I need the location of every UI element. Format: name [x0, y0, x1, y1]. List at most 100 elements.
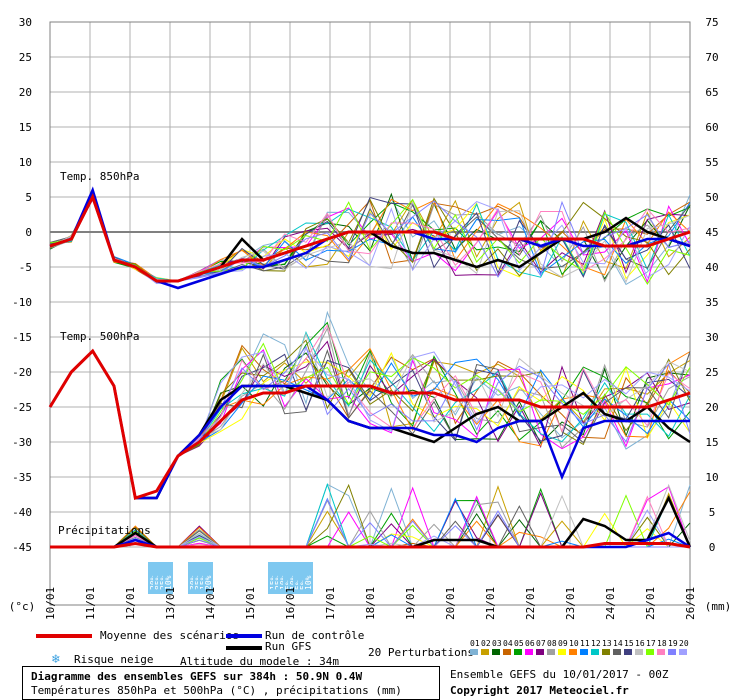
right-tick-label: 45 [705, 226, 718, 239]
right-tick-label: 35 [705, 296, 718, 309]
perturbation-number: 08 [547, 639, 557, 648]
control-legend-line [226, 634, 262, 638]
date-label: 16/01 [284, 587, 297, 620]
snow-risk-label: 10% [304, 575, 313, 590]
perturbation-swatch [635, 649, 643, 655]
right-tick-label: 65 [705, 86, 718, 99]
right-unit-label: (mm) [705, 600, 732, 613]
perturbation-swatch [536, 649, 544, 655]
date-label: 11/01 [84, 587, 97, 620]
left-tick-label: 10 [19, 156, 32, 169]
perturbation-swatch [668, 649, 676, 655]
perturbation-number: 04 [503, 639, 513, 648]
perturbation-number: 16 [635, 639, 645, 648]
info-box: Diagramme des ensembles GEFS sur 384h : … [22, 666, 440, 700]
right-tick-label: 60 [705, 121, 718, 134]
right-tick-label: 10 [705, 471, 718, 484]
left-tick-label: 25 [19, 51, 32, 64]
perturbation-number: 17 [646, 639, 656, 648]
perturbation-swatch [613, 649, 621, 655]
snow-risk-cell [303, 562, 313, 594]
perturbation-swatch [481, 649, 489, 655]
snow-risk-cell [203, 562, 213, 594]
date-label: 24/01 [604, 587, 617, 620]
panel-label-t500: Temp. 500hPa [60, 330, 139, 343]
perturbation-number: 05 [514, 639, 524, 648]
date-label: 18/01 [364, 587, 377, 620]
chart-title: Diagramme des ensembles GEFS sur 384h : … [31, 670, 363, 683]
date-label: 26/01 [684, 587, 697, 620]
perturbation-swatch [514, 649, 522, 655]
perturbation-number: 11 [580, 639, 590, 648]
snow-risk-label: Risque neige [74, 653, 154, 666]
perturbation-swatch [591, 649, 599, 655]
left-tick-label: 5 [25, 191, 32, 204]
date-label: 13/01 [164, 587, 177, 620]
mean-legend-label: Moyenne des scénarios [100, 629, 240, 642]
right-tick-label: 25 [705, 366, 718, 379]
left-tick-label: -5 [19, 261, 32, 274]
perturbation-swatch [602, 649, 610, 655]
chart-subtitle: Températures 850hPa et 500hPa (°C) , pré… [31, 684, 402, 697]
panel-label-t850: Temp. 850hPa [60, 170, 139, 183]
right-tick-label: 0 [709, 541, 716, 554]
perturbation-line [49, 196, 691, 284]
perturbation-number: 06 [525, 639, 535, 648]
left-unit-label: (°c) [9, 600, 36, 613]
date-label: 12/01 [124, 587, 137, 620]
left-tick-label: -15 [12, 331, 32, 344]
perturbation-swatch [525, 649, 533, 655]
left-tick-label: -20 [12, 366, 32, 379]
snowflake-icon: ❄ [52, 652, 60, 667]
perturbation-number: 20 [679, 639, 689, 648]
perturbation-number: 18 [657, 639, 667, 648]
perturbation-number: 09 [558, 639, 568, 648]
snow-risk-strip: 20%85%25%10%30%35%15%20%15%25%10%5%10%5%… [148, 562, 313, 594]
date-labels: 10/01 11/01 12/01 13/01 14/01 15/01 16/01 17/01… [9, 587, 732, 620]
perturbation-swatch [492, 649, 500, 655]
right-tick-label: 55 [705, 156, 718, 169]
right-tick-label: 70 [705, 51, 718, 64]
altitude-label: Altitude du modele : 34m [180, 655, 339, 668]
t500-series-line [48, 348, 691, 500]
mean-legend-line [36, 634, 92, 638]
perturbation-number: 13 [602, 639, 612, 648]
perturbation-swatch [646, 649, 654, 655]
perturbation-swatch [569, 649, 577, 655]
perturbation-swatch [470, 649, 478, 655]
right-tick-label: 30 [705, 331, 718, 344]
left-tick-label: -30 [12, 436, 32, 449]
perturbation-number: 02 [481, 639, 491, 648]
panel-label-precip: Précipitations [58, 524, 151, 537]
snow-risk-label: 10% [164, 575, 173, 590]
perturbations-label: 20 Perturbations [368, 646, 474, 659]
perturbation-swatch [657, 649, 665, 655]
perturbation-number: 12 [591, 639, 601, 648]
right-tick-label: 75 [705, 16, 718, 29]
date-label: 21/01 [484, 587, 497, 620]
perturbation-line [49, 195, 691, 285]
plot-frame [49, 21, 691, 606]
left-tick-label: -45 [12, 541, 32, 554]
perturbation-number: 19 [668, 639, 678, 648]
date-label: 22/01 [524, 587, 537, 620]
right-tick-label: 40 [705, 261, 718, 274]
perturbation-number: 10 [569, 639, 579, 648]
left-tick-label: -25 [12, 401, 32, 414]
perturbation-swatch [558, 649, 566, 655]
left-tick-label: -10 [12, 296, 32, 309]
gfs-legend-label: Run GFS [265, 640, 312, 653]
perturbation-number: 07 [536, 639, 546, 648]
left-tick-label: 0 [25, 226, 32, 239]
perturbation-line [49, 192, 691, 282]
gfs-legend-line [226, 646, 262, 650]
perturbation-swatch [624, 649, 632, 655]
panel-labels: Temp. 850hPa Temp. 500hPa Précipitations [58, 170, 151, 537]
perturbation-swatch [503, 649, 511, 655]
date-label: 20/01 [444, 587, 457, 620]
date-label: 14/01 [204, 587, 217, 620]
date-label: 17/01 [324, 587, 337, 620]
date-label: 10/01 [44, 587, 57, 620]
